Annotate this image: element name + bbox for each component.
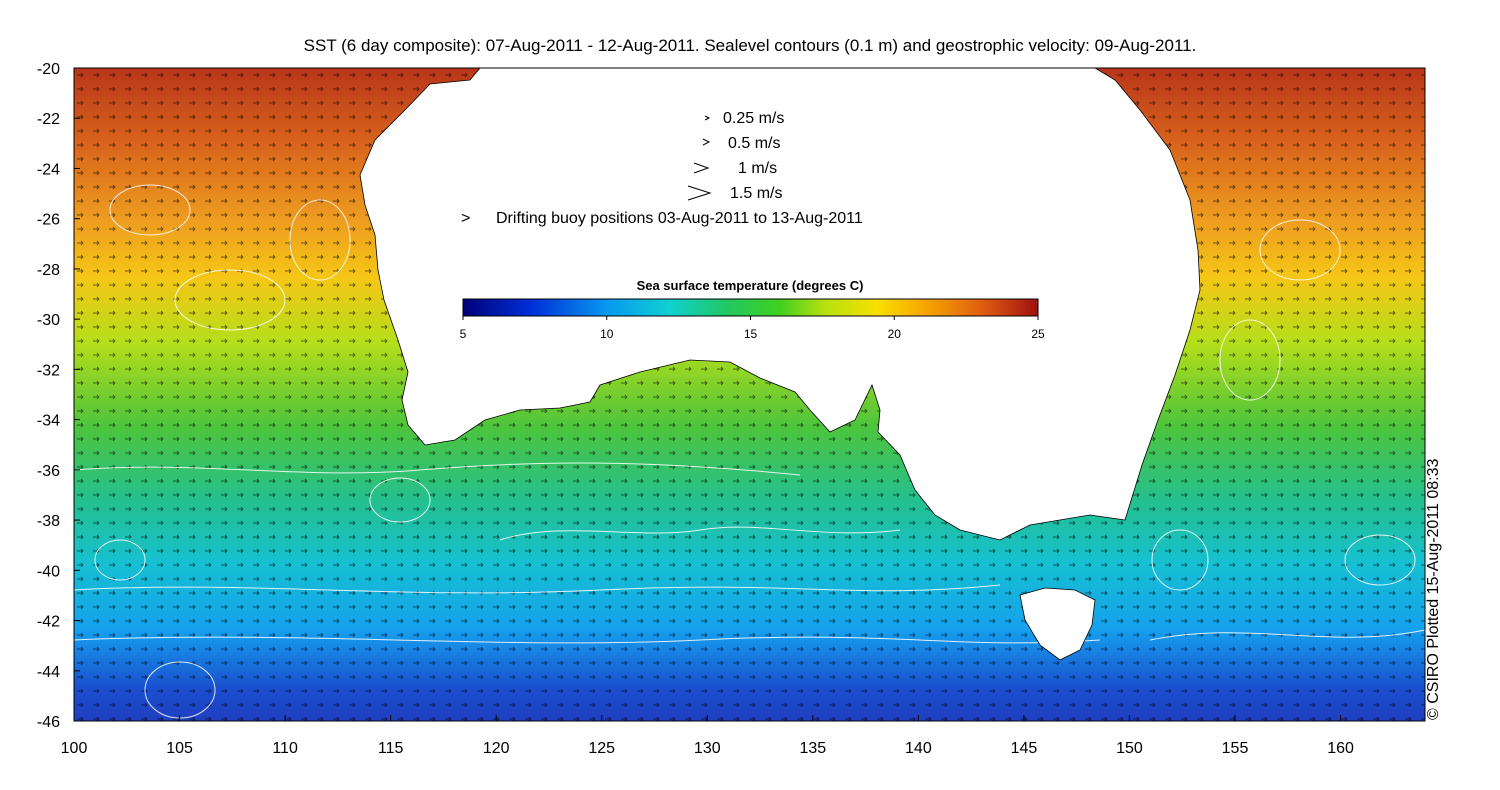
arrow-1-5-icon — [687, 185, 712, 201]
colorbar-title: Sea surface temperature (degrees C) — [637, 278, 864, 293]
buoy-legend-label: Drifting buoy positions 03-Aug-2011 to 1… — [496, 210, 863, 227]
y-tick-label: -42 — [37, 614, 60, 631]
buoy-symbol-icon: > — [461, 210, 470, 227]
arrow-0-25-icon — [704, 115, 711, 121]
x-tick-label: 140 — [905, 740, 932, 757]
colorbar-tick-label: 5 — [460, 327, 467, 341]
y-tick-label: -44 — [37, 664, 60, 681]
x-tick-label: 125 — [588, 740, 615, 757]
velocity-label-2: 1 m/s — [738, 160, 777, 177]
x-tick-label: 160 — [1327, 740, 1354, 757]
colorbar-tick-label: 20 — [888, 327, 902, 341]
y-tick-label: -26 — [37, 212, 60, 229]
x-tick-label: 150 — [1116, 740, 1143, 757]
y-tick-label: -46 — [37, 714, 60, 731]
y-tick-label: -30 — [37, 312, 60, 329]
y-tick-label: -38 — [37, 513, 60, 530]
arrow-0-5-icon — [702, 138, 711, 146]
y-tick-label: -20 — [37, 61, 60, 78]
copyright-notice: © CSIRO Plotted 15-Aug-2011 08:33 — [1425, 458, 1442, 720]
y-tick-label: -28 — [37, 262, 60, 279]
velocity-label-3: 1.5 m/s — [730, 185, 782, 202]
y-tick-label: -24 — [37, 161, 60, 178]
x-tick-label: 110 — [272, 740, 298, 757]
x-tick-label: 120 — [483, 740, 510, 757]
x-tick-label: 135 — [799, 740, 826, 757]
colorbar-tick-label: 15 — [744, 327, 758, 341]
sealevel-contours — [74, 184, 1425, 719]
colorbar-ramp — [462, 298, 1039, 317]
y-axis: -20 -22 -24 -26 -28 -30 -32 -34 -36 -38 -40 -42 -44 -… — [37, 61, 80, 731]
arrow-1-icon — [693, 162, 710, 174]
x-tick-label: 100 — [61, 740, 88, 757]
y-tick-label: -34 — [37, 413, 60, 430]
x-tick-label: 145 — [1011, 740, 1038, 757]
x-tick-label: 130 — [694, 740, 721, 757]
map-title: SST (6 day composite): 07-Aug-2011 - 12-… — [303, 36, 1197, 55]
plot-frame — [73, 67, 1426, 722]
y-tick-label: -36 — [37, 463, 60, 480]
y-tick-label: -22 — [37, 111, 60, 128]
colorbar-tick-label: 25 — [1031, 327, 1045, 341]
y-tick-label: -40 — [37, 563, 60, 580]
x-tick-label: 115 — [378, 740, 404, 757]
tasmania-land — [1019, 587, 1096, 661]
velocity-label-1: 0.5 m/s — [728, 135, 780, 152]
x-tick-label: 105 — [166, 740, 193, 757]
colorbar-tick-label: 10 — [600, 327, 614, 341]
y-tick-label: -32 — [37, 362, 60, 379]
x-axis: 100 105 110 115 120 125 130 135 140 145 150 155 160 — [61, 715, 1354, 757]
velocity-legend: 0.25 m/s 0.5 m/s 1 m/s 1.5 m/s > Driftin… — [461, 110, 863, 227]
x-tick-label: 155 — [1222, 740, 1249, 757]
velocity-label-0: 0.25 m/s — [723, 110, 784, 127]
colorbar: Sea surface temperature (degrees C) 5 10 1… — [460, 278, 1045, 341]
